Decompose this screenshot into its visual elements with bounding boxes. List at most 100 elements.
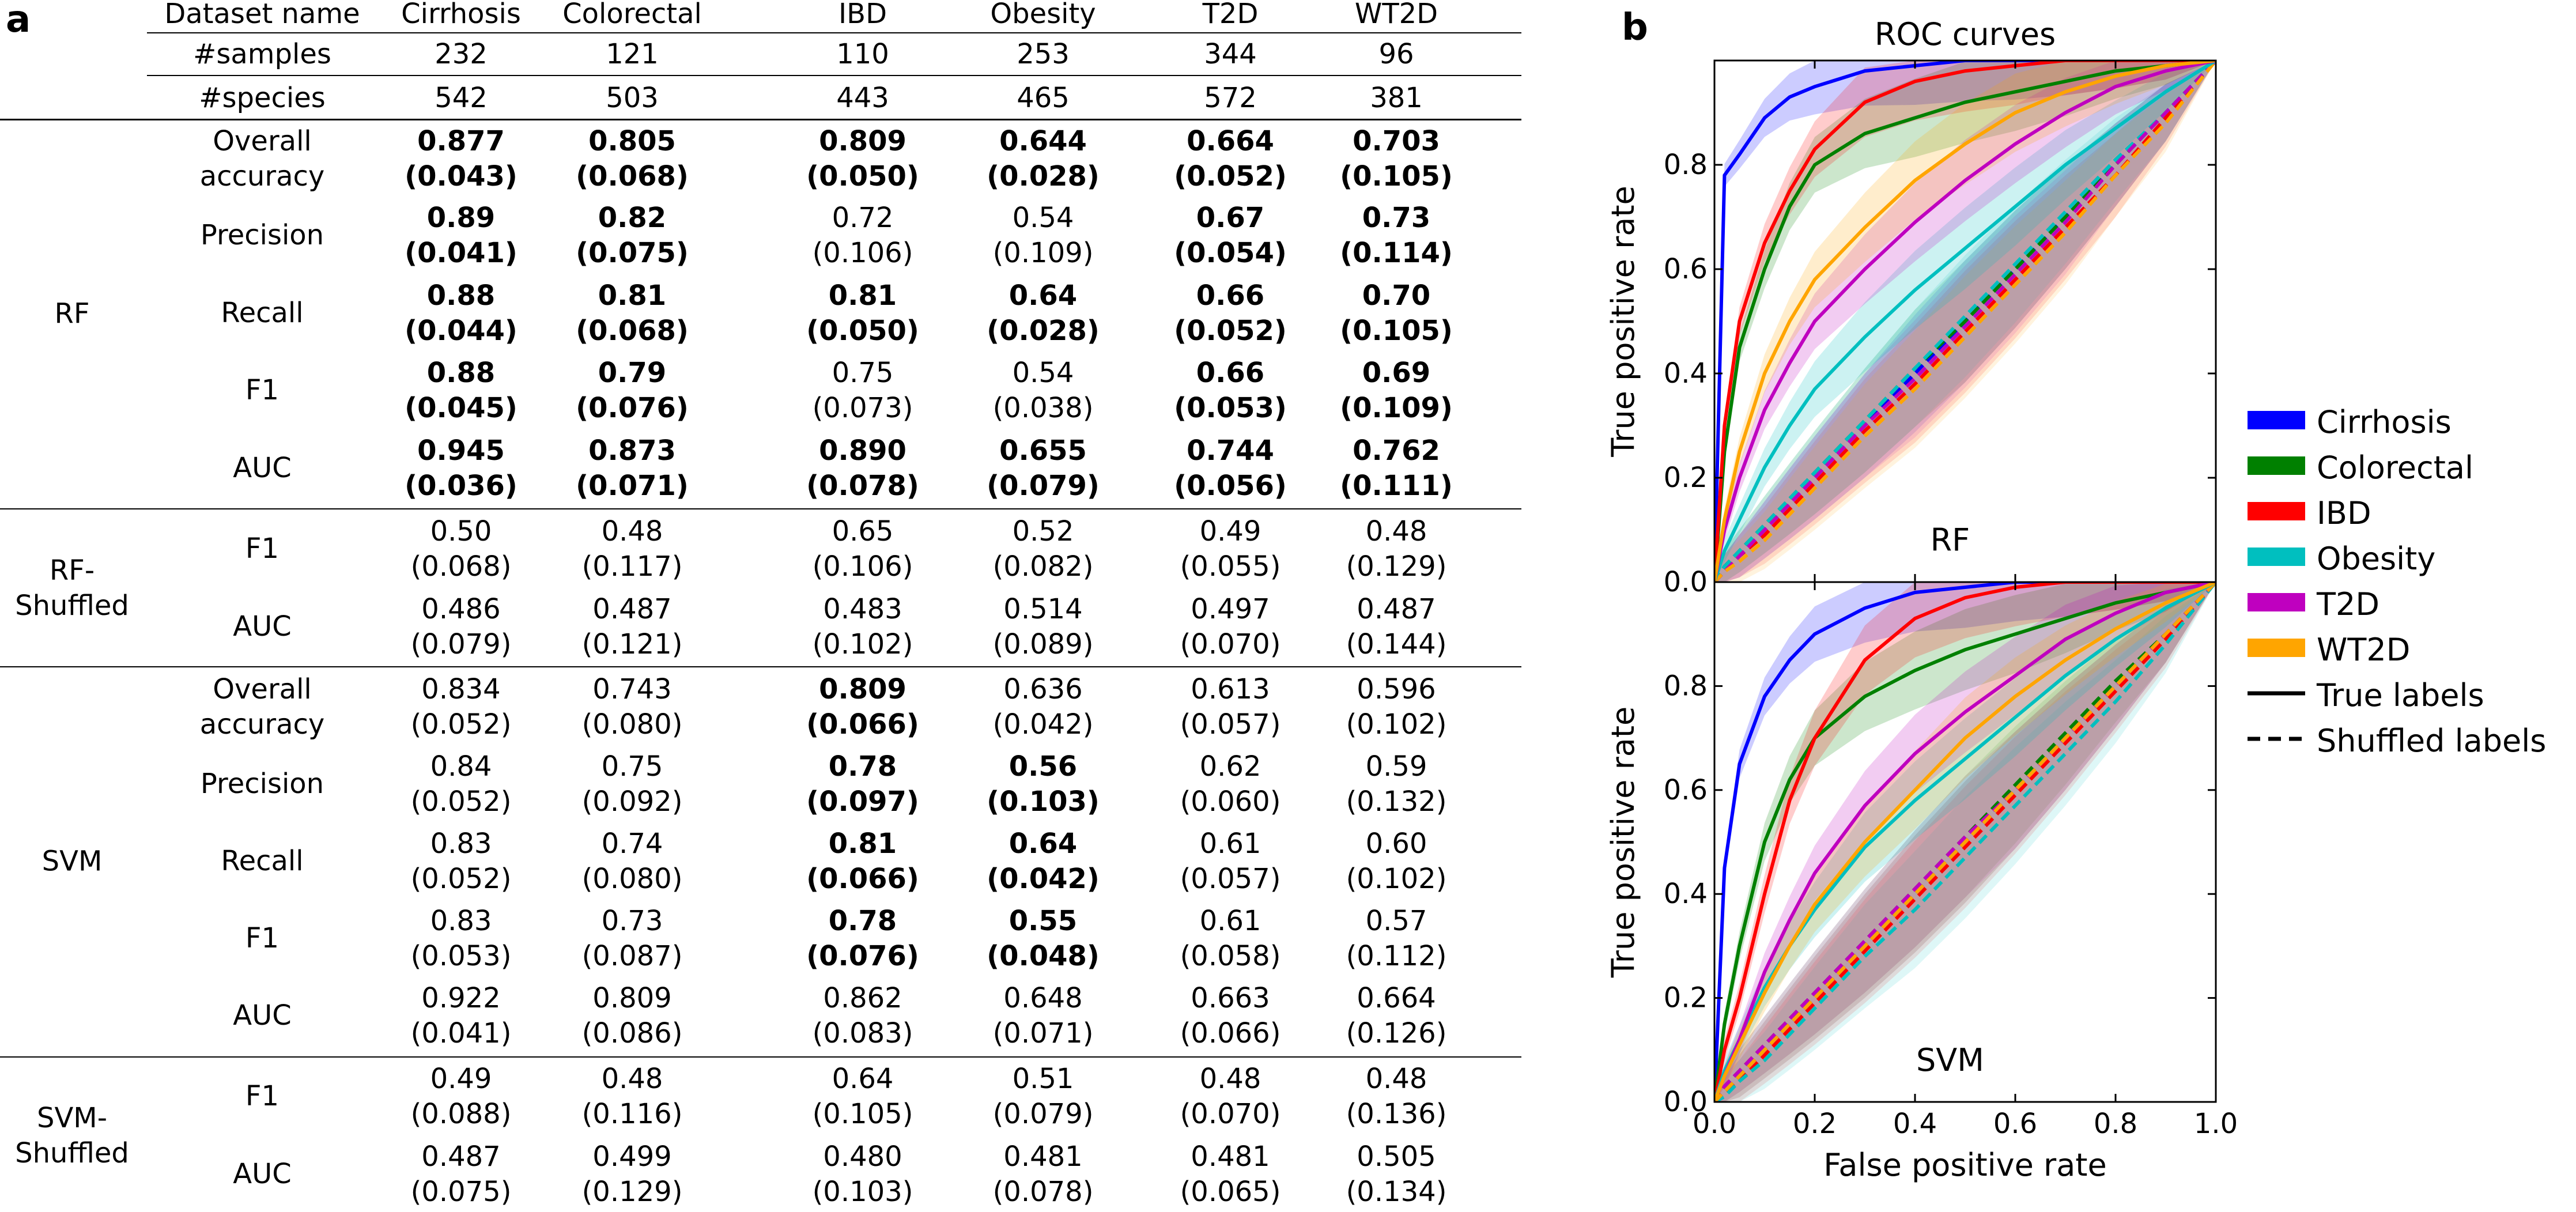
cell-mean: 0.78	[828, 750, 897, 783]
legend-label: T2D	[2316, 586, 2379, 622]
true-line	[1714, 582, 2216, 1102]
cell-mean: 0.88	[426, 357, 496, 389]
metric-label: AUC	[233, 998, 291, 1033]
table-cell: 0.73 (0.114)	[1340, 201, 1453, 271]
legend-swatch	[2248, 456, 2305, 475]
meta-cell: 121	[606, 38, 659, 70]
table-cell: 0.481 (0.078)	[993, 1139, 1094, 1210]
table-cell: 0.877 (0.043)	[405, 124, 518, 194]
cell-std: (0.054)	[1174, 237, 1287, 269]
cell-std: (0.136)	[1346, 1098, 1447, 1130]
table-cell: 0.703 (0.105)	[1340, 124, 1453, 194]
cell-mean: 0.48	[601, 1063, 663, 1095]
cell-std: (0.052)	[410, 863, 512, 895]
cell-mean: 0.49	[1199, 515, 1261, 548]
meta-cell: 96	[1378, 38, 1414, 70]
cell-std: (0.052)	[1174, 315, 1287, 347]
cell-std: (0.105)	[1340, 315, 1453, 347]
column-header: IBD	[838, 0, 887, 30]
table-cell: 0.48 (0.129)	[1346, 514, 1447, 584]
x-tick-label: 0.6	[1993, 1108, 2037, 1140]
cell-std: (0.053)	[410, 940, 512, 972]
cell-std: (0.056)	[1174, 470, 1287, 502]
table-cell: 0.48 (0.117)	[582, 514, 683, 584]
column-header: Colorectal	[562, 0, 702, 30]
cell-mean: 0.505	[1357, 1141, 1436, 1173]
cell-std: (0.079)	[987, 470, 1100, 502]
cell-std: (0.075)	[576, 237, 689, 269]
cell-mean: 0.809	[819, 673, 906, 705]
table-cell: 0.497 (0.070)	[1180, 592, 1281, 662]
metric-label-line: AUC	[233, 452, 292, 484]
cell-std: (0.102)	[812, 628, 913, 660]
legend-label: True labels	[2316, 677, 2484, 713]
cell-mean: 0.877	[417, 125, 505, 157]
method-label-line: SVM-	[36, 1101, 108, 1134]
metric-label: F1	[245, 531, 279, 567]
table-cell: 0.69 (0.109)	[1340, 356, 1453, 426]
meta-cell: 542	[435, 82, 488, 114]
panel-a-label: a	[6, 0, 31, 41]
legend-swatch	[2248, 411, 2305, 429]
true-band	[1714, 582, 2216, 1102]
cell-std: (0.089)	[992, 628, 1094, 660]
table-cell: 0.834 (0.052)	[411, 672, 512, 742]
cell-mean: 0.834	[421, 673, 501, 705]
plot-frame	[1713, 581, 2217, 1103]
metric-label-line: F1	[245, 922, 279, 954]
true-line	[1714, 582, 2216, 1102]
cell-std: (0.048)	[987, 940, 1100, 972]
metric-label-line: accuracy	[199, 708, 325, 741]
cell-std: (0.082)	[992, 550, 1094, 583]
cell-mean: 0.805	[588, 125, 676, 157]
cell-std: (0.076)	[806, 940, 919, 972]
y-tick-label: 0.6	[1664, 774, 1708, 806]
table-cell: 0.78 (0.076)	[806, 904, 919, 974]
cell-std: (0.071)	[576, 470, 689, 502]
cell-std: (0.070)	[1180, 1098, 1281, 1130]
metric-label-line: Overall	[213, 673, 312, 705]
cell-std: (0.068)	[410, 550, 512, 583]
method-label-line: RF-	[49, 554, 95, 587]
table-cell: 0.88 (0.044)	[405, 278, 518, 349]
shuffled-line	[1714, 61, 2216, 582]
cell-mean: 0.48	[1365, 1063, 1427, 1095]
legend: Cirrhosis Colorectal IBD Obesity T2D WT2D True…	[2248, 404, 2546, 759]
cell-mean: 0.64	[832, 1063, 894, 1095]
cell-mean: 0.703	[1353, 125, 1440, 157]
cell-mean: 0.57	[1365, 905, 1427, 937]
table-cell: 0.890 (0.078)	[806, 433, 919, 504]
cell-mean: 0.613	[1191, 673, 1270, 705]
cell-mean: 0.481	[1191, 1141, 1270, 1173]
cell-std: (0.086)	[581, 1017, 683, 1049]
meta-cell: 503	[606, 82, 659, 114]
cell-std: (0.066)	[1180, 1017, 1281, 1049]
plot-area	[1714, 61, 2216, 582]
method-label: SVM- Shuffled	[15, 1101, 129, 1171]
cell-mean: 0.83	[430, 905, 492, 937]
cell-std: (0.068)	[576, 315, 689, 347]
method-label: RF	[55, 296, 90, 331]
cell-mean: 0.487	[1357, 593, 1436, 625]
cell-std: (0.117)	[581, 550, 683, 583]
cell-std: (0.080)	[581, 863, 683, 895]
table-cell: 0.613 (0.057)	[1180, 672, 1281, 742]
table-cell: 0.64 (0.042)	[987, 826, 1100, 897]
cell-mean: 0.809	[592, 982, 672, 1014]
table-cell: 0.73 (0.087)	[582, 904, 683, 974]
method-label: SVM	[42, 844, 103, 879]
table-cell: 0.64 (0.105)	[813, 1062, 913, 1132]
cell-std: (0.071)	[992, 1017, 1094, 1049]
cell-mean: 0.75	[832, 357, 894, 389]
y-axis-label: True positive rate	[1605, 186, 1641, 458]
cell-std: (0.087)	[581, 940, 683, 972]
metric-label-line: AUC	[233, 1158, 292, 1190]
table-cell: 0.809 (0.066)	[806, 672, 919, 742]
cell-mean: 0.743	[592, 673, 672, 705]
metric-label-line: F1	[245, 533, 279, 565]
table-cell: 0.655 (0.079)	[987, 433, 1100, 504]
cell-std: (0.109)	[1340, 392, 1453, 424]
table-cell: 0.480 (0.103)	[813, 1139, 913, 1210]
cell-std: (0.036)	[405, 470, 518, 502]
cell-std: (0.129)	[1346, 550, 1447, 583]
